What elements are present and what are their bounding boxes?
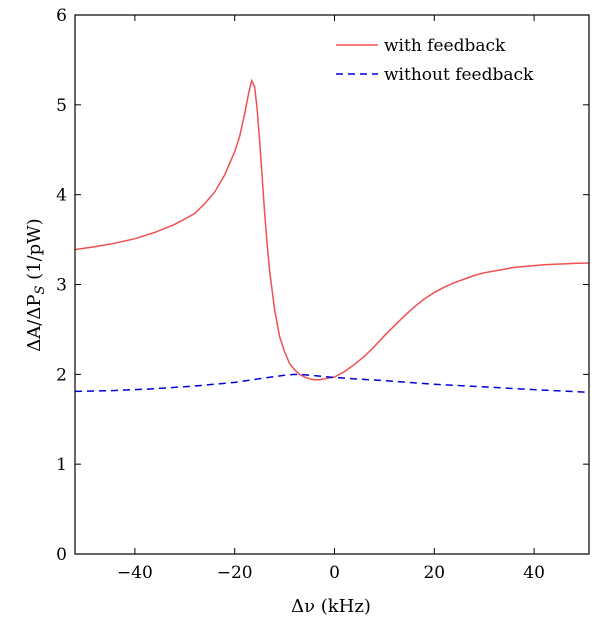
y-axis-label: ΔA/ΔPS (1/pW)	[24, 218, 48, 351]
series-line-with-feedback	[75, 78, 589, 381]
x-axis-label: Δν (kHz)	[291, 596, 371, 617]
x-tick-label: −40	[117, 563, 153, 583]
axis-ticks: −40 −20 0 20 40 0 1 2 3 4 5 6	[56, 6, 589, 583]
y-tick-label: 3	[56, 276, 67, 296]
plot-area	[75, 78, 589, 394]
x-tick-label: 0	[329, 563, 340, 583]
x-tick-label: 20	[423, 563, 445, 583]
y-tick-label: 2	[56, 365, 67, 385]
x-tick-label: −20	[217, 563, 253, 583]
x-tick-label: 40	[523, 563, 545, 583]
legend-label-without-feedback: without feedback	[384, 65, 534, 85]
legend: with feedback without feedback	[336, 36, 534, 85]
y-tick-label: 1	[56, 455, 67, 475]
y-tick-label: 0	[56, 545, 67, 565]
plot-frame	[74, 14, 590, 555]
y-tick-label: 6	[56, 6, 67, 26]
svg-text:ΔA/ΔPS (1/pW): ΔA/ΔPS (1/pW)	[24, 218, 48, 351]
y-tick-label: 5	[56, 96, 67, 116]
y-tick-label: 4	[56, 186, 67, 206]
legend-label-with-feedback: with feedback	[384, 36, 506, 56]
series-line-without-feedback	[75, 373, 589, 394]
